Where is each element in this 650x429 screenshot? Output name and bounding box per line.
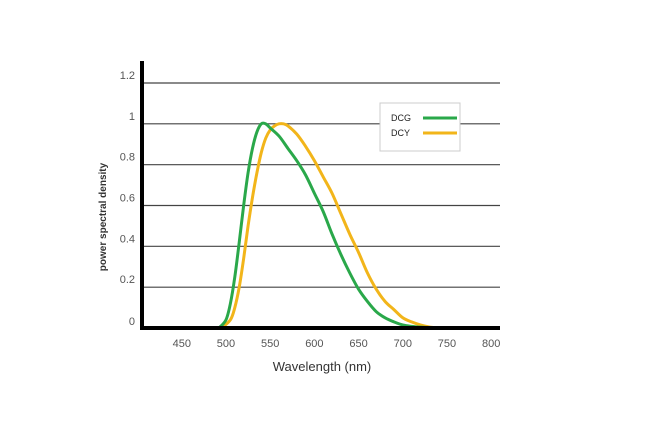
x-tick-label: 550 — [261, 338, 279, 350]
x-tick-label: 450 — [173, 338, 191, 350]
x-axis-title: Wavelength (nm) — [273, 359, 372, 374]
legend-box — [379, 102, 461, 152]
legend-label-dcg: DCG — [391, 113, 411, 123]
x-tick-label: 800 — [482, 338, 500, 350]
x-tick-label: 500 — [217, 338, 235, 350]
axes — [140, 61, 500, 330]
tick-labels: 0 0.2 0.4 0.6 0.8 1 1.2 450 500 550 600 650 700 750 80… — [120, 70, 501, 350]
y-tick-label: 0.2 — [120, 274, 135, 286]
y-tick-label: 1 — [129, 111, 135, 123]
x-tick-label: 700 — [394, 338, 412, 350]
y-tick-label: 0.6 — [120, 193, 135, 205]
x-tick-label: 750 — [438, 338, 456, 350]
y-tick-label: 0 — [129, 316, 135, 328]
y-tick-label: 0.8 — [120, 152, 135, 164]
y-tick-label: 0.4 — [120, 233, 135, 245]
y-tick-label: 1.2 — [120, 70, 135, 82]
y-axis-title: power spectral density — [98, 162, 109, 271]
series-line-dcg — [217, 121, 440, 330]
legend: DCG DCY — [379, 102, 461, 152]
series-line-dcy — [220, 122, 440, 330]
legend-label-dcy: DCY — [391, 128, 410, 138]
x-tick-label: 650 — [349, 338, 367, 350]
x-tick-label: 600 — [305, 338, 323, 350]
series-layer — [217, 121, 440, 330]
